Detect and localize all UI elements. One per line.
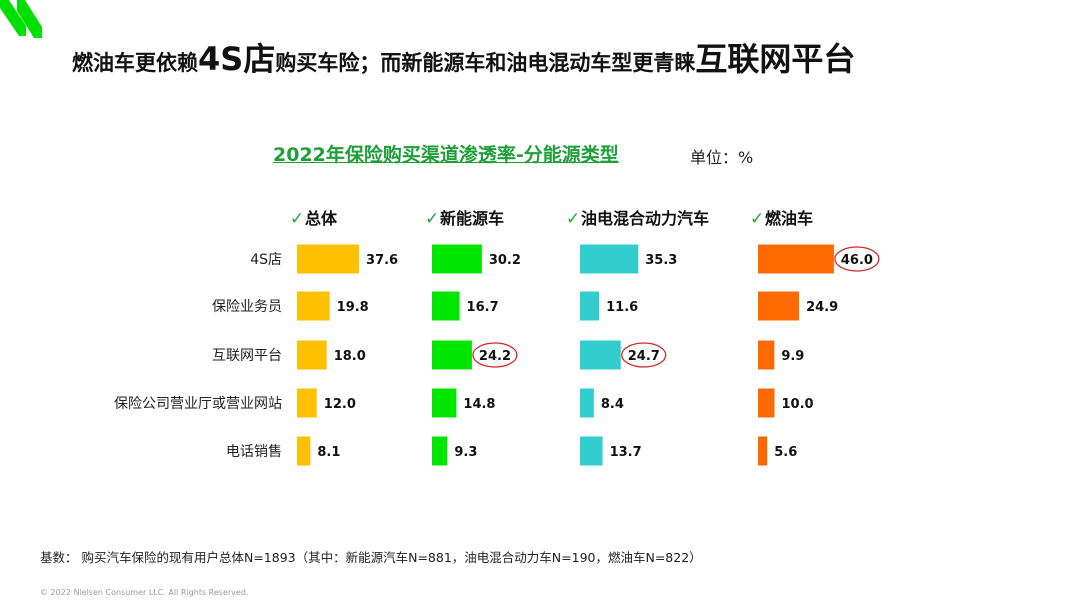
bar [758,340,775,370]
data-label: 46.0 [841,253,873,268]
series-header: 新能源车 [440,209,504,228]
bar [432,244,482,274]
bar [297,340,327,370]
bar [297,291,330,321]
data-label: 13.7 [610,445,642,460]
bar [758,436,768,466]
data-label: 9.9 [781,349,804,364]
headline-part-3: 购买车险；而新能源车和油电混动车型更青睐 [275,51,696,75]
data-label: 8.4 [601,397,624,412]
category-label: 电话销售 [226,444,282,460]
category-label: 互联网平台 [212,348,282,364]
data-label: 18.0 [334,349,366,364]
highlight-circle [472,342,518,368]
headline-part-1: 燃油车更依赖 [72,51,198,75]
check-icon: ✓ [290,209,304,229]
bar [432,388,457,418]
data-label: 14.8 [463,397,495,412]
series-header: 总体 [305,209,338,228]
category-label: 保险公司营业厅或营业网站 [114,396,282,412]
data-label: 35.3 [645,253,677,268]
data-label: 8.1 [317,445,340,460]
headline: 燃油车更依赖4S店购买车险；而新能源车和油电混动车型更青睐互联网平台 [72,34,1072,88]
bar [758,388,775,418]
data-label: 9.3 [454,445,477,460]
category-label: 4S店 [250,252,282,268]
bar [432,436,448,466]
bar [297,244,360,274]
nielsen-logo [0,0,42,38]
series-header: 油电混合动力汽车 [581,209,709,228]
series-header: 燃油车 [765,209,813,228]
copyright: © 2022 Nielsen Consumer LLC. All Rights … [40,588,249,597]
bar [580,244,639,274]
highlight-circle [834,246,880,272]
bar [432,291,460,321]
bar [297,436,311,466]
data-label: 24.7 [628,349,660,364]
data-label: 16.7 [467,300,499,315]
bar [297,388,317,418]
check-icon: ✓ [566,209,580,229]
unit-label: 单位：% [690,148,754,167]
headline-part-4: 互联网平台 [695,40,856,78]
data-label: 5.6 [774,445,797,460]
data-label: 10.0 [782,397,814,412]
data-label: 24.2 [479,349,511,364]
chart-title: 2022年保险购买渠道渗透率-分能源类型 [273,144,619,166]
category-label: 保险业务员 [212,299,282,315]
data-label: 30.2 [489,253,521,268]
bar [432,340,472,370]
data-label: 19.8 [337,300,369,315]
data-label: 37.6 [366,253,398,268]
bar [758,291,800,321]
data-label: 11.6 [606,300,638,315]
bar [580,436,603,466]
base-footnote: 基数： 购买汽车保险的现有用户总体N=1893（其中：新能源汽车N=881，油电… [40,550,702,565]
bar [580,388,594,418]
data-label: 12.0 [324,397,356,412]
headline-part-2: 4S店 [198,40,276,78]
bar [580,340,621,370]
bar [580,291,600,321]
highlight-circle [621,342,667,368]
check-icon: ✓ [750,209,764,229]
check-icon: ✓ [425,209,439,229]
bar [758,244,834,274]
data-label: 24.9 [806,300,838,315]
